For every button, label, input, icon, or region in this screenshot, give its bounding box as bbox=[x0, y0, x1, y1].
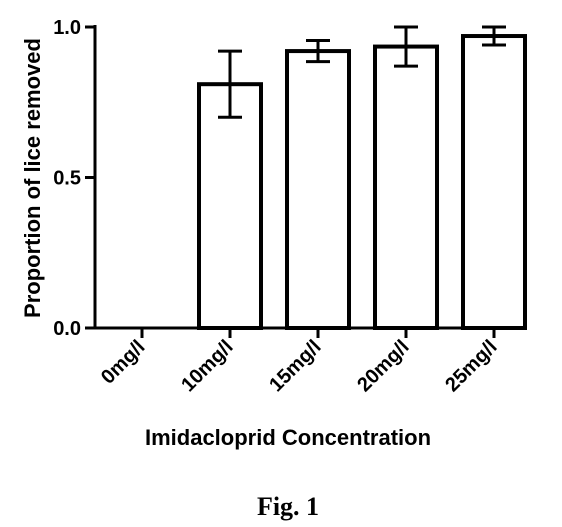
error-bar bbox=[482, 25, 506, 47]
figure-caption: Fig. 1 bbox=[257, 492, 319, 521]
bar bbox=[461, 34, 527, 330]
error-bar bbox=[306, 39, 330, 64]
y-tick-label: 1.0 bbox=[53, 17, 81, 39]
x-tick-label: 0mg/l bbox=[97, 336, 150, 389]
error-bar bbox=[218, 49, 242, 119]
bar bbox=[197, 82, 263, 330]
x-tick-label: 10mg/l bbox=[177, 336, 237, 396]
y-ticks: 0.0 0.5 1.0 bbox=[53, 17, 95, 340]
bars bbox=[197, 25, 527, 331]
y-tick-label: 0.5 bbox=[53, 168, 81, 190]
error-bar bbox=[394, 25, 418, 68]
x-axis-title: Imidacloprid Concentration bbox=[145, 425, 431, 450]
x-tick-label: 25mg/l bbox=[441, 336, 501, 396]
y-tick-label: 0.0 bbox=[53, 318, 81, 340]
x-tick-label: 20mg/l bbox=[353, 336, 413, 396]
bar bbox=[285, 49, 351, 331]
x-tick-label: 15mg/l bbox=[265, 336, 325, 396]
bar bbox=[373, 44, 439, 330]
x-ticks: 0mg/l 10mg/l 15mg/l 20mg/l 25mg/l bbox=[97, 328, 502, 396]
y-axis-title: Proportion of lice removed bbox=[20, 38, 45, 318]
